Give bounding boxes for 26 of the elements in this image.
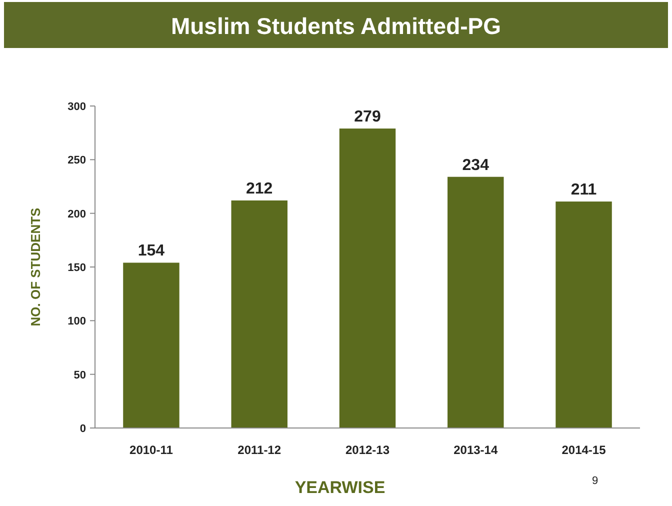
x-tick-label: 2013-14 xyxy=(454,443,498,457)
data-label: 279 xyxy=(354,108,381,126)
bar xyxy=(556,202,612,428)
y-tick-label: 200 xyxy=(68,208,86,220)
text: 9 xyxy=(592,475,598,487)
data-label: 211 xyxy=(570,182,597,199)
bar xyxy=(448,176,504,428)
data-label: 154 xyxy=(138,242,165,260)
x-tick-label: 2010-11 xyxy=(130,443,174,457)
x-axis-title: YEARWISE xyxy=(294,478,386,497)
y-tick-label: 0 xyxy=(80,423,86,435)
y-tick-label: 50 xyxy=(74,369,86,382)
bar xyxy=(231,200,288,428)
bar xyxy=(339,128,396,428)
x-tick-label: 2012-13 xyxy=(345,443,390,457)
x-tick-label: 2014-15 xyxy=(562,443,606,457)
data-label: 234 xyxy=(462,156,490,174)
chart-title: Muslim Students Admitted-PG xyxy=(170,13,502,39)
y-tick-label: 150 xyxy=(68,262,86,274)
y-tick-label: 100 xyxy=(68,316,86,328)
y-axis-title: NO. OF STUDENTS xyxy=(28,207,43,326)
y-tick-label: 300 xyxy=(68,101,86,113)
data-label: 212 xyxy=(246,180,273,198)
y-tick-label: 250 xyxy=(68,154,86,167)
bar xyxy=(123,262,180,428)
x-tick-label: 2011-12 xyxy=(238,443,282,457)
